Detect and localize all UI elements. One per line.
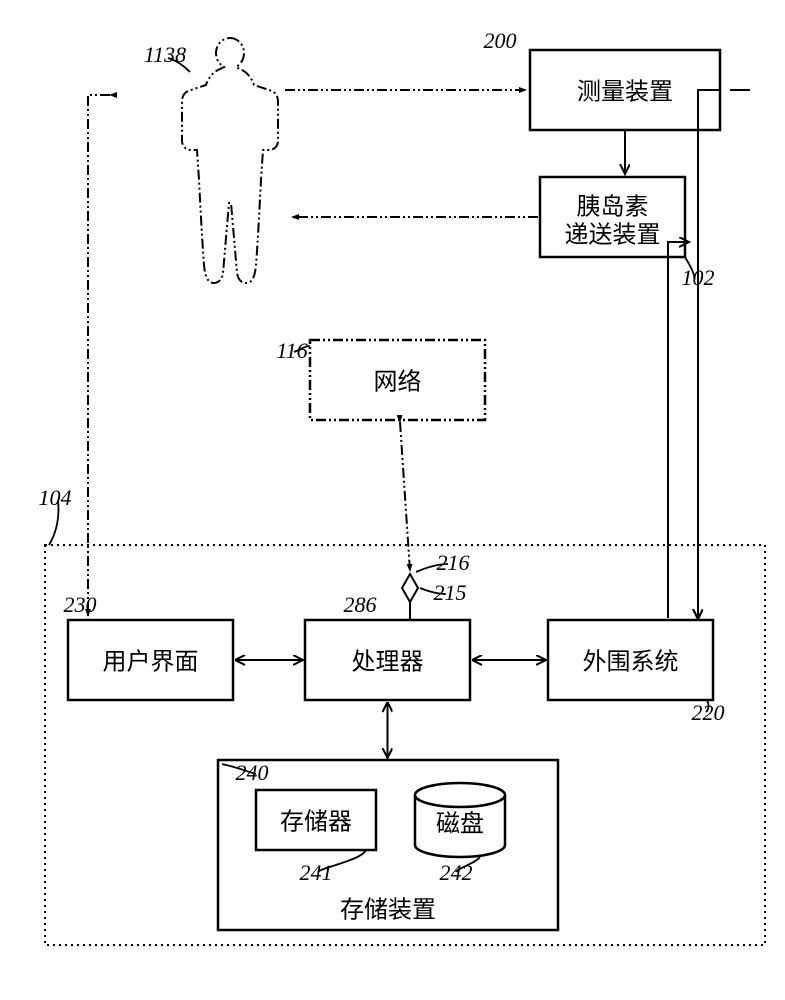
ref-processor: 286 (344, 592, 377, 617)
dashed-connector (88, 95, 110, 616)
insulin-label-1: 胰岛素 (577, 194, 649, 221)
processor-label: 处理器 (352, 649, 424, 676)
dashed-connector (400, 422, 410, 571)
storage-label: 存储装置 (340, 897, 436, 924)
ui-label: 用户界面 (103, 649, 199, 676)
solid-connector (698, 90, 750, 618)
solid-connector (668, 242, 688, 618)
measure-to-peripheral (698, 90, 720, 618)
ref-network: 116 (276, 338, 307, 363)
measure-label: 测量装置 (577, 79, 673, 106)
ref-comm_if: 216 (437, 550, 470, 575)
disk-top (415, 783, 505, 807)
disk-label: 磁盘 (436, 811, 484, 838)
ref-memory: 241 (300, 860, 333, 885)
container-box (45, 545, 765, 945)
ref-ui: 230 (64, 592, 97, 617)
network-label: 网络 (374, 369, 422, 396)
insulin-label-2: 递送装置 (565, 222, 661, 249)
peripheral-label: 外围系统 (583, 649, 679, 676)
comm-node (402, 574, 418, 602)
ref-measure: 200 (484, 28, 517, 53)
person-outline (182, 38, 278, 283)
ref-disk: 242 (440, 860, 473, 885)
ref-container: 104 (39, 485, 72, 510)
memory-label: 存储器 (280, 809, 352, 836)
